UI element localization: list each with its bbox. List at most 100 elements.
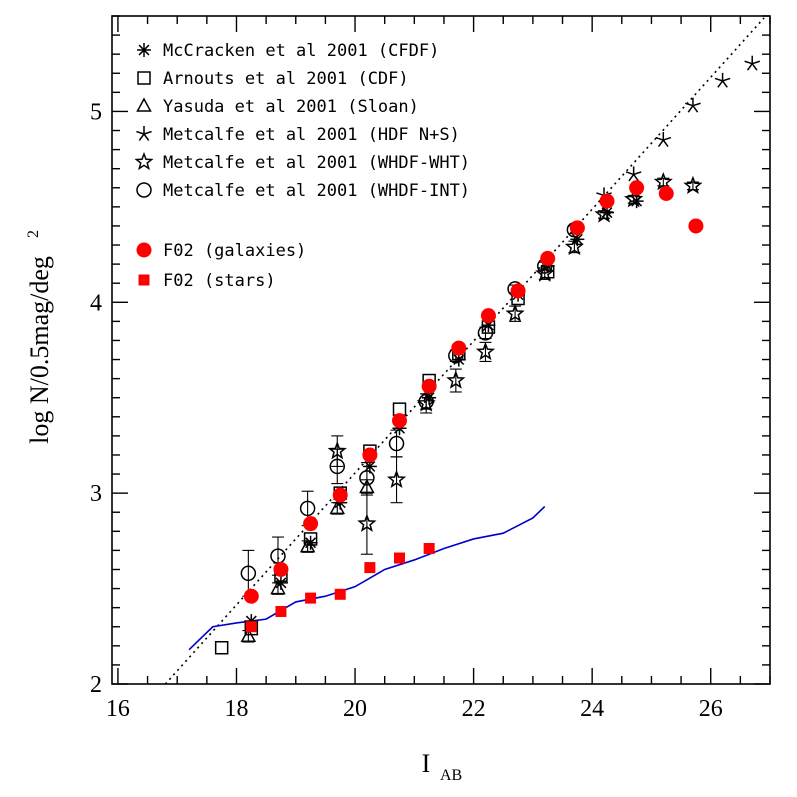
- openstar-shape: [624, 189, 644, 208]
- marker-circle: [136, 182, 152, 198]
- marker-filled-circle: [303, 516, 319, 532]
- marker-filled-circle: [629, 180, 645, 196]
- axis-labels: I AB log N/0.5mag/deg 2: [25, 230, 462, 784]
- openstar-shape: [446, 370, 466, 389]
- marker-openstar: [653, 171, 673, 191]
- filled-circle-shape: [451, 340, 467, 356]
- marker-circle: [477, 325, 494, 341]
- star-arm: [722, 77, 731, 82]
- marker-circle: [418, 393, 434, 410]
- triangle-shape: [136, 97, 152, 112]
- filled-circle-shape: [392, 413, 408, 429]
- reference-lines: [164, 17, 765, 684]
- marker-filled-circle: [599, 193, 615, 209]
- circle-shape: [359, 470, 375, 486]
- plot-frame: [111, 15, 771, 685]
- marker-openstar: [624, 189, 644, 208]
- series-asterisk: [244, 194, 644, 629]
- star-arm: [692, 102, 701, 107]
- y-tick-label: 3: [90, 481, 102, 507]
- square-shape: [214, 640, 229, 655]
- marker-asterisk: [303, 535, 318, 550]
- star-arm: [136, 130, 145, 135]
- filled-circle-shape: [362, 447, 378, 463]
- x-tick-label: 24: [580, 696, 604, 722]
- series-square: [214, 264, 555, 655]
- star-arm: [633, 171, 642, 176]
- openstar-shape: [653, 171, 673, 191]
- star-arm: [655, 136, 664, 141]
- legend-entry: Arnouts et al 2001 (CDF): [137, 69, 409, 89]
- openstar-shape: [505, 303, 525, 322]
- marker-filled-circle: [569, 220, 585, 236]
- filled-circle-shape: [273, 561, 289, 577]
- legend-label: Metcalfe et al 2001 (WHDF-INT): [163, 181, 470, 201]
- marker-filled-square: [138, 274, 150, 286]
- filled-square-shape: [305, 592, 317, 604]
- marker-filled-square: [305, 592, 317, 604]
- marker-filled-circle: [540, 250, 556, 266]
- openstar-shape: [357, 513, 377, 532]
- marker-filled-square: [334, 588, 346, 600]
- filled-circle-shape: [569, 220, 585, 236]
- filled-square-shape: [394, 552, 406, 564]
- axes-frame: [111, 15, 771, 685]
- filled-circle-shape: [599, 193, 615, 209]
- marker-openstar: [475, 341, 496, 361]
- marker-filled-square: [275, 605, 287, 617]
- marker-triangle: [136, 97, 152, 112]
- filled-circle-shape: [480, 308, 496, 324]
- star-arm: [657, 139, 664, 147]
- series-star5: [596, 55, 761, 203]
- asterisk-arm: [275, 577, 287, 589]
- marker-openstar: [386, 469, 407, 488]
- star-arm: [687, 105, 694, 113]
- marker-filled-circle: [273, 561, 289, 577]
- star-arm: [692, 105, 699, 113]
- legend-label: Yasuda et al 2001 (Sloan): [163, 97, 419, 117]
- openstar-shape: [564, 236, 584, 256]
- star-arm: [721, 80, 728, 88]
- filled-square-shape: [245, 621, 257, 633]
- star-arm: [751, 60, 761, 65]
- asterisk-arm: [305, 537, 317, 549]
- marker-filled-circle: [136, 242, 152, 258]
- x-tick-label: 18: [224, 696, 248, 722]
- marker-openstar: [134, 151, 154, 171]
- marker-circle: [359, 470, 375, 486]
- circle-shape: [418, 393, 434, 410]
- star-arm: [751, 63, 758, 71]
- marker-filled-circle: [243, 588, 259, 604]
- legend-entry: Metcalfe et al 2001 (HDF N+S): [136, 125, 460, 145]
- openstar-shape: [386, 469, 407, 488]
- marker-circle: [329, 458, 346, 475]
- legend-label: Metcalfe et al 2001 (HDF N+S): [163, 125, 460, 145]
- filled-square-shape: [138, 274, 150, 286]
- marker-openstar: [505, 303, 525, 322]
- marker-filled-circle: [451, 340, 467, 356]
- openstar-shape: [594, 204, 614, 223]
- marker-square: [214, 640, 229, 655]
- legend: McCracken et al 2001 (CFDF) Arnouts et al…: [134, 41, 470, 291]
- data-points: [214, 55, 761, 655]
- star-arm: [138, 133, 145, 141]
- legend-label: Arnouts et al 2001 (CDF): [163, 69, 409, 89]
- filled-square-shape: [364, 562, 376, 574]
- legend-entry: Metcalfe et al 2001 (WHDF-INT): [136, 181, 470, 201]
- legend-entry: F02 (stars): [138, 271, 276, 291]
- marker-asterisk: [137, 43, 151, 57]
- filled-square-shape: [423, 542, 435, 554]
- circle-shape: [136, 182, 152, 198]
- x-tick-label: 26: [699, 696, 723, 722]
- filled-circle-shape: [688, 218, 704, 234]
- marker-filled-square: [394, 552, 406, 564]
- filled-circle-shape: [136, 242, 152, 258]
- marker-asterisk: [273, 575, 288, 590]
- y-axis-label-group: log N/0.5mag/deg 2: [25, 230, 54, 444]
- legend-label: McCracken et al 2001 (CFDF): [163, 41, 439, 61]
- x-tick-label: 20: [343, 696, 367, 722]
- asterisk-arm: [138, 44, 150, 56]
- marker-star5: [136, 126, 152, 141]
- marker-star5: [625, 166, 642, 182]
